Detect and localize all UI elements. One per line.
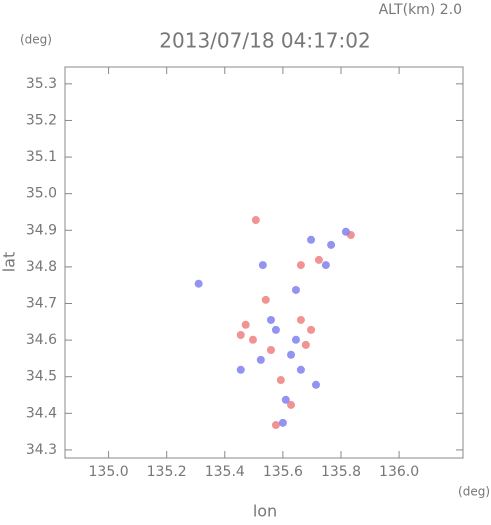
- data-point: [296, 315, 305, 324]
- data-point: [307, 325, 316, 334]
- data-point: [291, 335, 300, 344]
- data-point: [251, 216, 260, 225]
- y-tick-label: 35.3: [26, 76, 57, 92]
- data-point: [278, 418, 287, 427]
- data-point: [271, 325, 280, 334]
- data-point: [287, 350, 296, 359]
- data-point: [236, 330, 245, 339]
- y-tick-label: 35.2: [26, 112, 57, 128]
- y-unit: (deg): [20, 33, 52, 47]
- data-point: [194, 279, 203, 288]
- x-tick-label: 135.2: [147, 464, 187, 480]
- altitude-label: ALT(km) 2.0: [379, 2, 462, 18]
- x-tick-label: 135.0: [89, 464, 129, 480]
- y-axis-label: lat: [0, 252, 19, 273]
- chart-title: 2013/07/18 04:17:02: [159, 29, 370, 53]
- data-point: [314, 255, 323, 264]
- x-tick-label: 135.8: [321, 464, 361, 480]
- data-point: [266, 345, 275, 354]
- data-point: [256, 355, 265, 364]
- x-tick-label: 135.6: [263, 464, 303, 480]
- data-point: [307, 235, 316, 244]
- data-point: [296, 365, 305, 374]
- data-point: [261, 295, 270, 304]
- y-tick-label: 34.7: [26, 296, 57, 312]
- x-axis-label: lon: [253, 502, 277, 521]
- data-point: [321, 261, 330, 270]
- data-point: [276, 376, 285, 385]
- data-point: [341, 227, 350, 236]
- data-point: [296, 261, 305, 270]
- data-point: [291, 285, 300, 294]
- x-tick-label: 136.0: [379, 464, 419, 480]
- data-point: [271, 421, 280, 430]
- plot-frame: [64, 66, 464, 459]
- data-point: [301, 340, 310, 349]
- data-point: [281, 395, 290, 404]
- data-point: [312, 380, 321, 389]
- y-tick-label: 34.5: [26, 369, 57, 385]
- y-tick-label: 34.3: [26, 442, 57, 458]
- y-tick-label: 34.9: [26, 222, 57, 238]
- y-tick-label: 34.8: [26, 259, 57, 275]
- y-tick-label: 35.0: [26, 186, 57, 202]
- x-tick-label: 135.4: [205, 464, 245, 480]
- y-tick-label: 34.6: [26, 332, 57, 348]
- data-point: [241, 320, 250, 329]
- data-point: [258, 261, 267, 270]
- data-point: [287, 400, 296, 409]
- data-point: [248, 335, 257, 344]
- data-point: [327, 240, 336, 249]
- y-tick-label: 34.4: [26, 405, 57, 421]
- data-point: [266, 315, 275, 324]
- y-tick-label: 35.1: [26, 149, 57, 165]
- x-unit: (deg): [458, 485, 490, 499]
- data-point: [236, 365, 245, 374]
